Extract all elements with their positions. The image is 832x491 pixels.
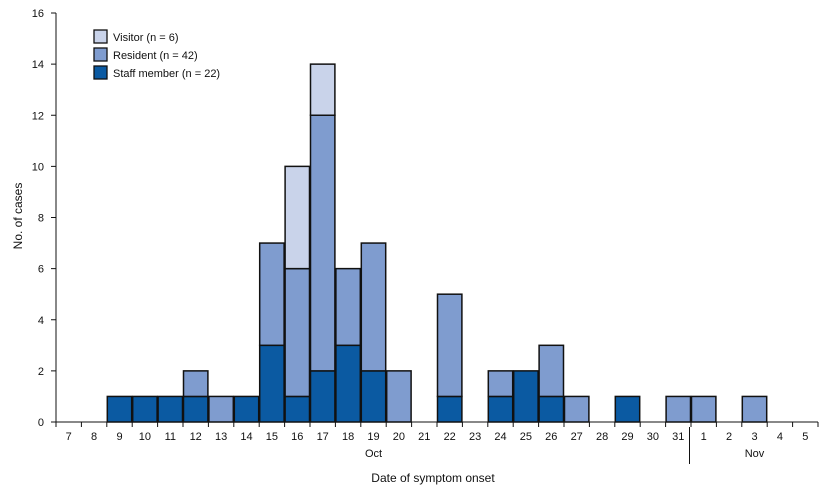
y-tick-label-16: 16 — [32, 8, 44, 20]
x-tick-label-31: 31 — [672, 431, 684, 443]
bar-segment-12-series-1 — [182, 370, 209, 398]
x-tick-label-22: 22 — [444, 431, 456, 443]
x-tick-label-19: 19 — [367, 431, 379, 443]
month-label-nov: Nov — [745, 448, 765, 460]
bar-segment-20-series-1 — [385, 370, 412, 423]
bar-segment-25-series-0 — [512, 370, 539, 423]
bar-segment-26-series-1 — [538, 344, 565, 398]
bar-segment-29-series-0 — [614, 395, 641, 423]
legend-label-1: Resident (n = 42) — [113, 50, 198, 62]
y-axis-title: No. of cases — [11, 183, 25, 250]
bar-segment-26-series-0 — [538, 395, 565, 423]
bars-layer — [106, 63, 768, 423]
legend: Visitor (n = 6) Resident (n = 42) Staff me… — [93, 29, 220, 80]
x-tick-label-28: 28 — [596, 431, 608, 443]
y-tick-label-14: 14 — [32, 59, 44, 71]
y-tick-label-10: 10 — [32, 161, 44, 173]
y-tick-label-2: 2 — [38, 366, 44, 378]
bar-segment-31-series-1 — [665, 395, 692, 423]
x-tick-label-18: 18 — [342, 431, 354, 443]
x-tick-label-21: 21 — [418, 431, 430, 443]
bar-segment-22-series-1 — [436, 293, 463, 398]
bar-segment-15-series-1 — [258, 242, 285, 347]
bar-segment-16-series-1 — [284, 267, 311, 398]
legend-swatch-0 — [93, 29, 108, 44]
x-tick-label-14: 14 — [240, 431, 252, 443]
bar-segment-12-series-0 — [182, 395, 209, 423]
bar-segment-19-series-0 — [360, 370, 387, 423]
bar-segment-24-series-0 — [487, 395, 514, 423]
bar-segment-15-series-0 — [258, 344, 285, 423]
y-tick-label-8: 8 — [38, 213, 44, 225]
bar-segment-11-series-0 — [157, 395, 184, 423]
x-tick-label-5: 5 — [802, 431, 808, 443]
bar-segment-18-series-0 — [335, 344, 362, 423]
bar-segment-13-series-1 — [208, 395, 235, 423]
x-tick-label-24: 24 — [494, 431, 506, 443]
bar-segment-14-series-0 — [233, 395, 260, 423]
x-tick-label-3: 3 — [751, 431, 757, 443]
x-tick-label-23: 23 — [469, 431, 481, 443]
x-tick-label-13: 13 — [215, 431, 227, 443]
legend-label-0: Visitor (n = 6) — [113, 32, 179, 44]
x-tick-label-11: 11 — [165, 431, 176, 443]
bar-segment-3-series-1 — [741, 395, 768, 423]
month-label-oct: Oct — [365, 448, 382, 460]
bar-segment-16-series-0 — [284, 395, 311, 423]
x-tick-label-16: 16 — [291, 431, 303, 443]
x-axis-title: Date of symptom onset — [371, 471, 495, 485]
y-tick-label-12: 12 — [32, 110, 44, 122]
legend-swatch-1 — [93, 47, 108, 62]
x-tick-label-26: 26 — [545, 431, 557, 443]
x-tick-label-29: 29 — [621, 431, 633, 443]
x-tick-label-9: 9 — [116, 431, 122, 443]
x-tick-label-27: 27 — [571, 431, 583, 443]
bar-segment-22-series-0 — [436, 395, 463, 423]
bar-segment-17-series-2 — [309, 63, 336, 116]
bar-segment-17-series-0 — [309, 370, 336, 423]
y-tick-label-4: 4 — [38, 315, 44, 327]
legend-label-2: Staff member (n = 22) — [113, 68, 220, 80]
bar-segment-10-series-0 — [131, 395, 158, 423]
x-tick-label-1: 1 — [701, 431, 707, 443]
bar-segment-1-series-1 — [690, 395, 717, 423]
x-tick-label-8: 8 — [91, 431, 97, 443]
x-tick-label-4: 4 — [777, 431, 783, 443]
y-tick-label-6: 6 — [38, 264, 44, 276]
x-tick-label-10: 10 — [139, 431, 151, 443]
x-tick-label-17: 17 — [317, 431, 329, 443]
bar-segment-19-series-1 — [360, 242, 387, 372]
bar-segment-18-series-1 — [335, 267, 362, 347]
x-tick-label-12: 12 — [190, 431, 202, 443]
bar-segment-17-series-1 — [309, 114, 336, 372]
x-tick-label-7: 7 — [66, 431, 72, 443]
x-tick-label-2: 2 — [726, 431, 732, 443]
x-tick-label-30: 30 — [647, 431, 659, 443]
bar-segment-9-series-0 — [106, 395, 133, 423]
bar-segment-24-series-1 — [487, 370, 514, 398]
y-tick-label-0: 0 — [38, 417, 44, 429]
bar-segment-16-series-2 — [284, 165, 311, 270]
bar-segment-27-series-1 — [563, 395, 590, 423]
x-tick-label-25: 25 — [520, 431, 532, 443]
legend-swatch-2 — [93, 65, 108, 80]
x-tick-label-20: 20 — [393, 431, 405, 443]
x-tick-label-15: 15 — [266, 431, 278, 443]
